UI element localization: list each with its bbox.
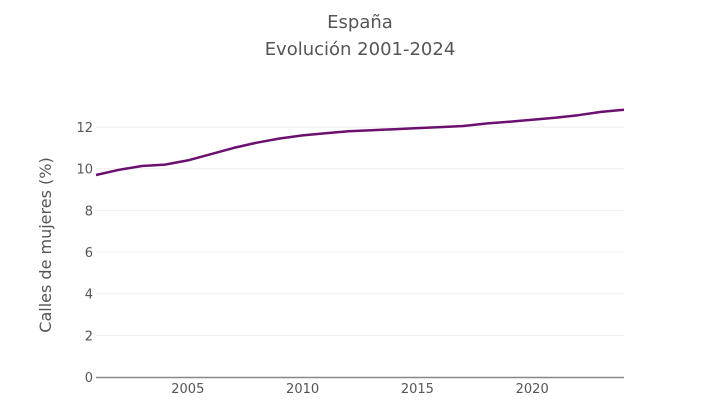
series-line (95, 108, 625, 177)
y-tick-label: 2 (85, 329, 93, 344)
y-tick-label: 12 (76, 121, 93, 136)
y-tick-label: 8 (85, 204, 93, 219)
x-tick-label: 2005 (171, 382, 204, 397)
y-axis-label: Calles de mujeres (%) (36, 157, 55, 332)
chart-subtitle: Evolución 2001-2024 (265, 39, 456, 60)
x-tick-label: 2015 (401, 382, 434, 397)
y-tick-label: 4 (85, 288, 93, 303)
y-tick-label: 10 (76, 163, 93, 178)
y-tick-label: 6 (85, 246, 93, 261)
x-tick-label: 2020 (516, 382, 549, 397)
y-tick-label: 0 (85, 371, 93, 386)
chart-title: España (327, 12, 393, 33)
x-tick-label: 2010 (286, 382, 319, 397)
